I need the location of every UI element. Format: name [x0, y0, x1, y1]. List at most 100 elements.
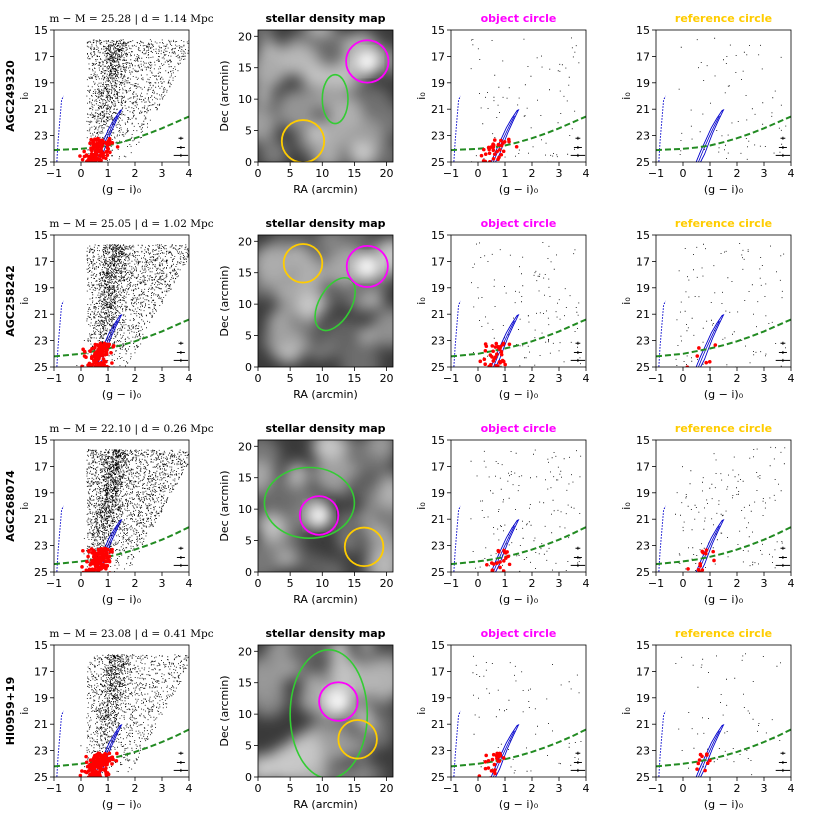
- y-tick-label: 21: [431, 103, 445, 116]
- y-tick-label: 19: [636, 692, 650, 705]
- y-tick-label: 5: [245, 330, 252, 343]
- y-tick-label: 15: [636, 639, 650, 652]
- x-tick-label: 1: [707, 782, 714, 795]
- x-tick-label: −1: [46, 577, 62, 590]
- x-tick-label: 1: [105, 167, 112, 180]
- rgb-star: [95, 763, 99, 767]
- rgb-star: [711, 549, 715, 554]
- plot-area: [656, 37, 791, 162]
- density-blob: [278, 42, 312, 76]
- row-header: m − M = 25.28 | d = 1.14 Mpc: [49, 13, 213, 26]
- x-tick-label: −1: [648, 577, 664, 590]
- bhb-track: [56, 300, 64, 367]
- x-tick-label: 1: [502, 577, 509, 590]
- x-tick-label: 3: [556, 577, 563, 590]
- rgb-star: [115, 751, 119, 756]
- rgb-star: [80, 364, 84, 367]
- rgb-star: [105, 342, 110, 347]
- rgb-star: [501, 569, 506, 572]
- rgb-star: [105, 153, 110, 157]
- rgb-star: [98, 757, 102, 762]
- x-tick-label: 0: [475, 167, 482, 180]
- rgb-star: [503, 362, 507, 367]
- density-blob: [258, 243, 294, 285]
- rgb-star: [507, 562, 512, 567]
- rgb-star: [493, 771, 497, 776]
- black-stars: [675, 446, 786, 572]
- y-tick-label: 20: [238, 645, 252, 658]
- x-tick-label: −1: [648, 167, 664, 180]
- rgb-star: [80, 157, 85, 162]
- x-tick-label: 3: [159, 577, 166, 590]
- reference-circle: [282, 243, 324, 284]
- galaxy-ellipse: [289, 649, 369, 777]
- rgb-star: [697, 346, 701, 350]
- rgb-star: [105, 556, 110, 561]
- rgb-star: [486, 162, 490, 166]
- rgb-star: [84, 770, 89, 775]
- rgb-star: [492, 762, 497, 767]
- x-tick-label: 3: [761, 167, 768, 180]
- rgb-star: [108, 139, 112, 144]
- rgb-star: [491, 349, 495, 354]
- rgb-star: [685, 365, 690, 367]
- figure-row: m − M = 22.10 | d = 0.26 Mpc AGC268074 −1 0…: [4, 422, 795, 606]
- y-axis-label: i₀: [415, 297, 428, 305]
- rgb-star: [78, 154, 82, 158]
- x-tick-label: 2: [529, 167, 536, 180]
- rgb-star: [97, 777, 101, 781]
- rgb-star: [482, 357, 487, 362]
- rgb-star: [495, 572, 499, 576]
- rgb-star: [93, 151, 98, 156]
- y-tick-label: 25: [431, 566, 445, 579]
- y-tick-label: 10: [238, 298, 252, 311]
- rgb-star: [489, 573, 493, 577]
- y-tick-label: 15: [238, 62, 252, 75]
- rgb-star: [496, 549, 501, 554]
- x-tick-label: −1: [443, 167, 459, 180]
- plot-area: [451, 449, 586, 577]
- y-tick-label: 19: [431, 282, 445, 295]
- y-tick-label: 19: [431, 487, 445, 500]
- reference-circle: [343, 526, 385, 568]
- y-tick-label: 25: [34, 566, 48, 579]
- bhb-track: [658, 710, 666, 777]
- rgb-star: [491, 148, 496, 152]
- y-tick-label: 17: [636, 665, 650, 678]
- row-header: m − M = 25.05 | d = 1.02 Mpc: [49, 218, 213, 231]
- rgb-star: [481, 147, 486, 152]
- y-axis-label: i₀: [18, 502, 31, 510]
- y-tick-label: 19: [636, 282, 650, 295]
- rgb-star: [99, 566, 103, 571]
- panel-title: reference circle: [675, 627, 772, 640]
- plot-area: [54, 244, 189, 372]
- rgb-star: [104, 773, 109, 777]
- rgb-star: [97, 551, 101, 556]
- isochrone-curve: [492, 115, 515, 162]
- object-circle: [345, 39, 390, 84]
- y-tick-label: 0: [245, 771, 252, 784]
- density-blob: [274, 235, 291, 246]
- rgb-star: [501, 342, 505, 347]
- plot-area: [54, 39, 189, 162]
- black-stars: [472, 655, 582, 774]
- figure-row: m − M = 23.08 | d = 0.41 Mpc HI0959+19 −1 0…: [4, 627, 795, 811]
- density-blob: [370, 549, 393, 572]
- rgb-star: [493, 768, 497, 772]
- row-header: m − M = 23.08 | d = 0.41 Mpc: [49, 628, 213, 641]
- rgb-star: [704, 548, 709, 552]
- y-tick-label: 17: [34, 255, 48, 268]
- y-tick-label: 15: [636, 229, 650, 242]
- x-tick-label: 0: [475, 372, 482, 385]
- x-tick-label: 15: [347, 167, 361, 180]
- rgb-star: [104, 760, 108, 764]
- x-tick-label: 4: [583, 577, 590, 590]
- y-tick-label: 17: [34, 665, 48, 678]
- density-blob: [339, 343, 380, 367]
- rgb-star: [102, 359, 106, 363]
- x-tick-label: 2: [529, 372, 536, 385]
- rgb-star: [93, 368, 97, 372]
- x-tick-label: −1: [46, 167, 62, 180]
